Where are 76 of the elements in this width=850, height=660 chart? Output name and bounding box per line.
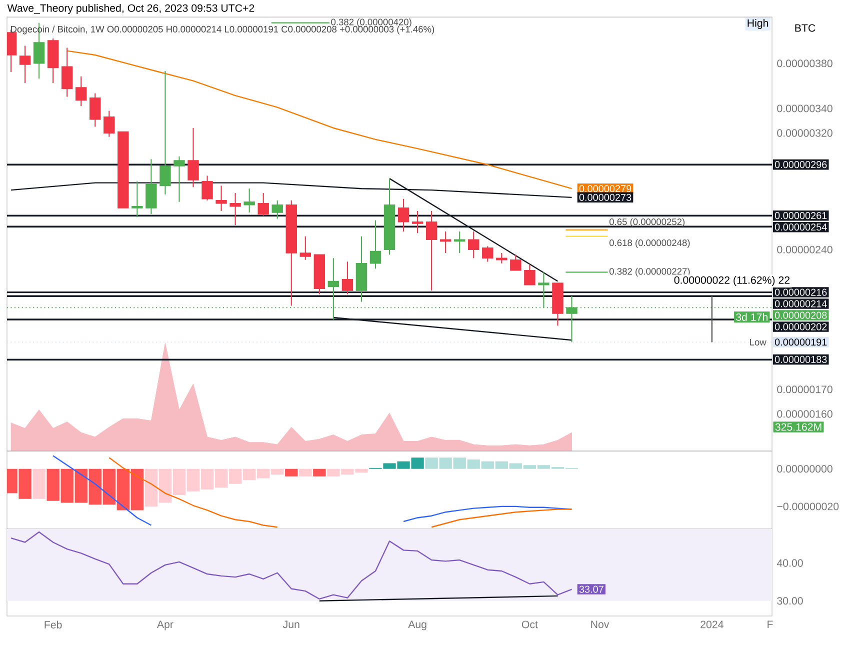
- x-tick-label: Oct: [522, 620, 538, 628]
- candlestick: [258, 192, 269, 216]
- y-tick-label: 0.00000160: [777, 410, 832, 418]
- x-tick-label: Jun: [282, 620, 300, 628]
- x-tick-label: Nov: [591, 620, 610, 628]
- annotation: Low: [750, 338, 766, 346]
- x-tick-label: Aug: [408, 620, 426, 630]
- y-tick-label: 0.00000320: [777, 129, 832, 137]
- annotation: High: [748, 19, 768, 29]
- annotation: 0.65 (0.00000252): [609, 218, 685, 227]
- ref-line-label: 0.00000214: [774, 300, 827, 308]
- bar: [285, 468, 298, 476]
- candlestick: [524, 264, 536, 286]
- candlestick: [19, 45, 31, 84]
- candlestick: [398, 198, 410, 232]
- candlestick: [370, 220, 382, 270]
- data-label: 33.07: [579, 586, 604, 593]
- ref-line-label: 0.00000296: [774, 161, 827, 168]
- y-tick-label: 0.00000000: [777, 465, 832, 473]
- ref-line-label: 0.00000183: [774, 356, 827, 363]
- bar: [32, 468, 46, 499]
- candlestick: [75, 76, 87, 107]
- candlestick: [160, 70, 171, 195]
- annotation: 0.618 (0.00000248): [609, 239, 690, 248]
- candlestick: [104, 110, 115, 138]
- candlestick: [216, 185, 227, 212]
- bar: [313, 468, 326, 476]
- y-tick-label: 40.00: [776, 559, 803, 567]
- candlestick: [496, 252, 508, 264]
- text: BTC: [795, 24, 816, 32]
- candlestick: [61, 47, 73, 98]
- candlestick: [202, 175, 213, 201]
- annotation: 0.382 (0.00000227): [609, 268, 690, 277]
- candlestick: [146, 158, 157, 215]
- candlestick: [510, 254, 522, 271]
- ref-line-label: 0.00000254: [774, 224, 827, 231]
- annotation: 0.00000022 (11.62%) 22: [674, 276, 790, 286]
- bar: [299, 468, 312, 476]
- y-tick-label: 0.00000170: [777, 386, 832, 394]
- candlestick: [426, 210, 438, 291]
- candlestick: [174, 156, 185, 202]
- candlestick: [440, 230, 452, 254]
- ref-line-label: 0.00000191: [774, 338, 827, 346]
- line-series: [66, 50, 572, 190]
- ref-line-label: 0.00000208: [774, 312, 827, 319]
- annotation: 3d 17h: [736, 313, 768, 321]
- candlestick: [342, 261, 354, 295]
- line-series: [10, 531, 572, 600]
- y-tick-label: 30.00: [777, 597, 803, 605]
- y-tick-label: 0.00000240: [777, 246, 832, 254]
- x-tick-label: F: [768, 620, 773, 628]
- data-label: 0.00000273: [579, 194, 632, 201]
- candlestick: [188, 127, 199, 188]
- candlestick: [482, 246, 494, 262]
- annotation: 0.382 (0.00000420): [331, 18, 412, 28]
- candlestick: [454, 230, 466, 254]
- candlestick: [300, 236, 312, 260]
- text: 325.162M: [775, 423, 822, 431]
- ref-line-label: 0.00000216: [774, 288, 827, 296]
- candlestick: [244, 188, 255, 214]
- x-tick-label: 2024: [700, 620, 724, 628]
- candlestick: [468, 230, 480, 259]
- candlestick: [272, 200, 283, 220]
- y-tick-label: 0.00000340: [777, 104, 832, 112]
- x-tick-label: Feb: [44, 620, 62, 629]
- ref-line-label: 0.00000202: [774, 323, 827, 330]
- y-tick-label: −0.00000020: [777, 502, 839, 510]
- candlestick: [412, 210, 424, 234]
- x-tick-label: Apr: [156, 620, 174, 630]
- chart-title: Wave_Theory published, Oct 26, 2023 09:53 UTC+2: [7, 4, 254, 14]
- y-tick-label: 0.00000380: [777, 60, 832, 68]
- candlestick: [90, 92, 101, 128]
- ref-line-label: 0.00000261: [774, 212, 827, 220]
- candlestick: [132, 180, 143, 218]
- data-label: 0.00000279: [579, 185, 632, 192]
- candlestick: [230, 192, 241, 226]
